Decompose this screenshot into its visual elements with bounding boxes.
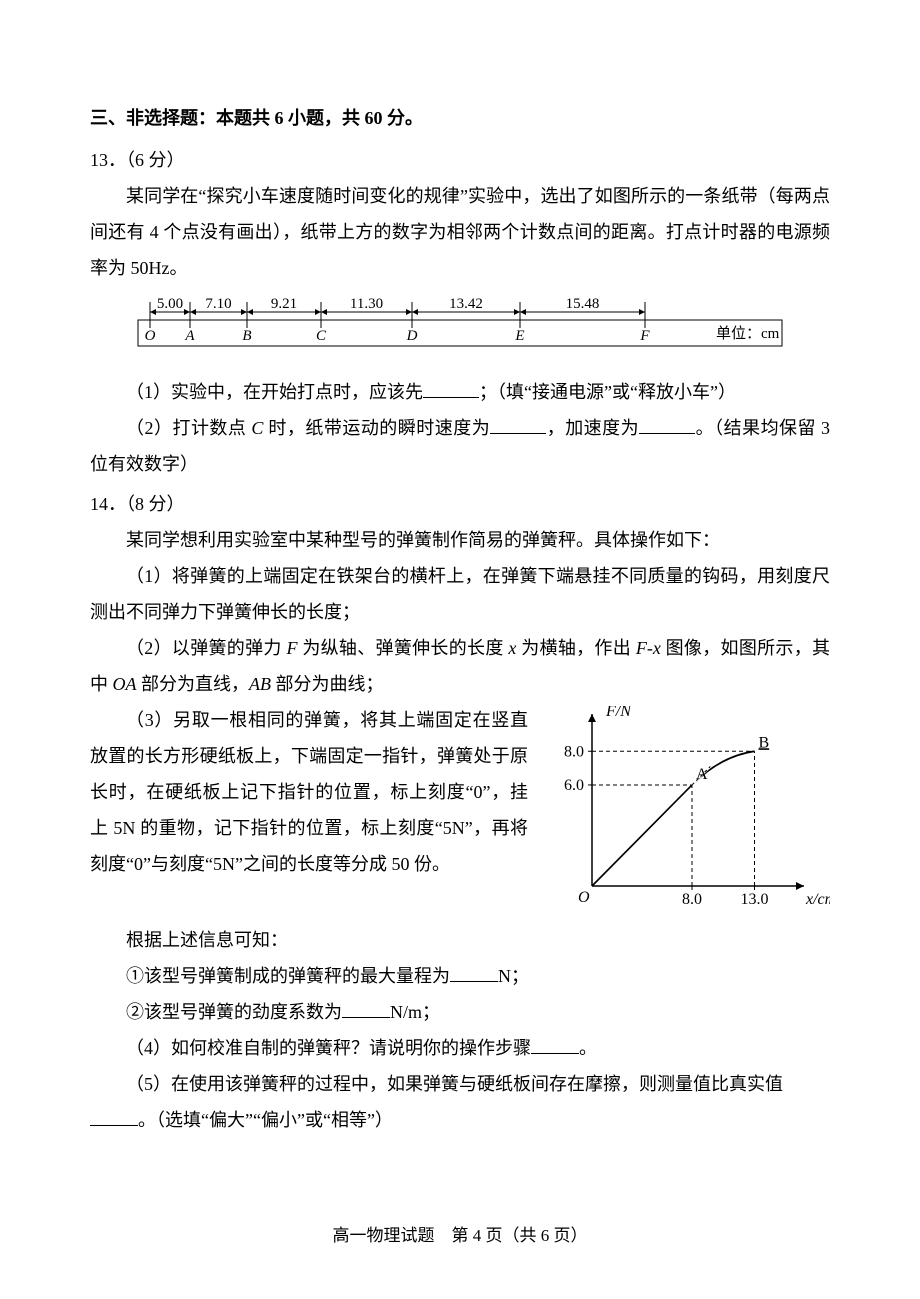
footer-left: 高一物理试题 xyxy=(333,1226,435,1245)
svg-text:O: O xyxy=(145,328,156,344)
q14-s5-post: 。（选填“偏大”“偏小”或“相等”） xyxy=(138,1110,393,1130)
svg-text:A: A xyxy=(696,766,708,783)
q13-sub1-post: ；（填“接通电源”或“释放小车”） xyxy=(479,382,736,402)
svg-text:11.30: 11.30 xyxy=(350,296,383,312)
svg-text:O: O xyxy=(578,889,590,906)
q14-p1: 某同学想利用实验室中某种型号的弹簧制作简易的弹簧秤。具体操作如下： xyxy=(90,522,830,558)
blank xyxy=(342,1000,390,1018)
svg-text:B: B xyxy=(242,328,251,344)
q14-s4-post: 。 xyxy=(579,1038,597,1058)
q14-s5-pre: （5）在使用该弹簧秤的过程中，如果弹簧与硬纸板间存在摩擦，则测量值比真实值 xyxy=(90,1066,783,1102)
blank xyxy=(639,416,695,434)
q14-q2-pre: ②该型号弹簧的劲度系数为 xyxy=(126,1002,342,1022)
svg-text:A: A xyxy=(184,328,195,344)
q14-s2-mid1: 为纵轴、弹簧伸长的长度 xyxy=(298,638,509,658)
q14-number: 14．（8 分） xyxy=(90,486,830,522)
svg-text:8.0: 8.0 xyxy=(564,743,584,760)
q13-sub2-mid1: 时，纸带运动的瞬时速度为 xyxy=(263,418,490,438)
q13-number: 13．（6 分） xyxy=(90,142,830,178)
q14-info: 根据上述信息可知： xyxy=(90,922,830,958)
fx-graph-svg: F/N x/cm O 6.0 8.0 8.0 13.0 A B xyxy=(540,706,830,916)
q13-sub1: （1）实验中，在开始打点时，应该先 ；（填“接通电源”或“释放小车”） xyxy=(90,374,830,410)
svg-text:F/N: F/N xyxy=(605,706,632,720)
q13-sub1-pre: （1）实验中，在开始打点时，应该先 xyxy=(126,382,423,402)
svg-text:F: F xyxy=(639,328,650,344)
q14-s5: （5）在使用该弹簧秤的过程中，如果弹簧与硬纸板间存在摩擦，则测量值比真实值。（选… xyxy=(90,1066,830,1138)
label-oa: OA xyxy=(113,674,137,694)
svg-text:单位：cm: 单位：cm xyxy=(716,325,780,342)
fx-graph: F/N x/cm O 6.0 8.0 8.0 13.0 A B xyxy=(540,706,830,916)
q14-s2-pre: （2）以弹簧的弹力 xyxy=(126,638,287,658)
letter-f: F xyxy=(287,638,298,658)
q14-s2-mid4: 部分为直线， xyxy=(137,674,250,694)
svg-text:13.42: 13.42 xyxy=(449,296,483,312)
q14-s2-mid2: 为横轴，作出 xyxy=(516,638,635,658)
q14-q1-pre: ①该型号弹簧制成的弹簧秤的最大量程为 xyxy=(126,966,450,986)
q14-q1-post: N； xyxy=(498,966,529,986)
blank xyxy=(423,380,479,398)
q13-sub2: （2）打计数点 C 时，纸带运动的瞬时速度为，加速度为。（结果均保留 3 位有效… xyxy=(90,410,830,482)
svg-text:6.0: 6.0 xyxy=(564,777,584,794)
tape-svg: O A B C D E F 5.00 7.10 9.21 11.30 13.42 15.48 单位：cm xyxy=(130,296,790,360)
svg-text:E: E xyxy=(514,328,524,344)
q14-s4-pre: （4）如何校准自制的弹簧秤？请说明你的操作步骤 xyxy=(126,1038,531,1058)
q14-s2: （2）以弹簧的弹力 F 为纵轴、弹簧伸长的长度 x 为横轴，作出 F-x 图像，… xyxy=(90,630,830,702)
svg-text:5.00: 5.00 xyxy=(157,296,183,312)
svg-text:D: D xyxy=(406,328,418,344)
q14-q2-post: N/m； xyxy=(390,1002,440,1022)
page-footer: 高一物理试题 第 4 页（共 6 页） xyxy=(0,1219,920,1253)
blank xyxy=(531,1036,579,1054)
svg-text:B: B xyxy=(759,734,770,751)
blank xyxy=(450,964,498,982)
svg-text:9.21: 9.21 xyxy=(271,296,297,312)
blank xyxy=(90,1108,138,1126)
q14-s2-end: 部分为曲线； xyxy=(271,674,384,694)
letter-c: C xyxy=(251,418,263,438)
q13-sub2-mid2: ，加速度为 xyxy=(546,418,639,438)
blank xyxy=(490,416,546,434)
svg-text:7.10: 7.10 xyxy=(205,296,231,312)
q14-q2: ②该型号弹簧的劲度系数为 N/m； xyxy=(90,994,830,1030)
svg-text:C: C xyxy=(316,328,327,344)
q14-q1: ①该型号弹簧制成的弹簧秤的最大量程为 N； xyxy=(90,958,830,994)
svg-text:13.0: 13.0 xyxy=(741,891,769,908)
q13-p1: 某同学在“探究小车速度随时间变化的规律”实验中，选出了如图所示的一条纸带（每两点… xyxy=(90,178,830,286)
svg-text:x/cm: x/cm xyxy=(805,891,830,908)
q14-s4: （4）如何校准自制的弹簧秤？请说明你的操作步骤 。 xyxy=(90,1030,830,1066)
section-heading: 三、非选择题：本题共 6 小题，共 60 分。 xyxy=(90,100,830,136)
footer-right: 第 4 页（共 6 页） xyxy=(452,1226,588,1245)
q14-s1: （1）将弹簧的上端固定在铁架台的横杆上，在弹簧下端悬挂不同质量的钩码，用刻度尺测… xyxy=(90,558,830,630)
q13-sub2-pre: （2）打计数点 xyxy=(126,418,251,438)
svg-text:8.0: 8.0 xyxy=(682,891,702,908)
label-ab: AB xyxy=(249,674,271,694)
tape-diagram: O A B C D E F 5.00 7.10 9.21 11.30 13.42 15.48 单位：cm xyxy=(130,296,790,360)
svg-text:15.48: 15.48 xyxy=(566,296,600,312)
label-fx: F-x xyxy=(636,638,661,658)
